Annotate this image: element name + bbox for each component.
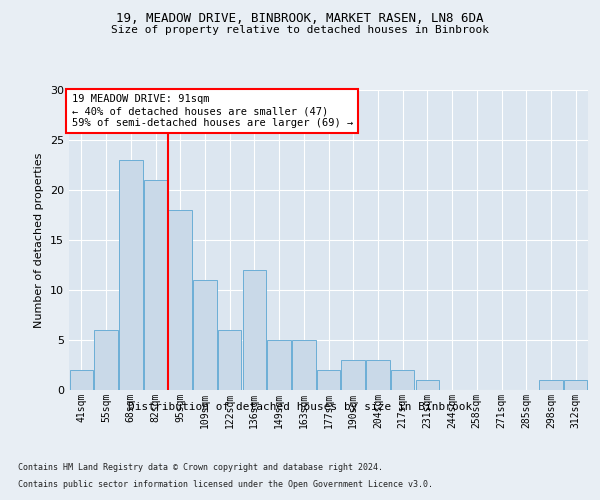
Bar (268, 340, 291, 390)
Text: 19, MEADOW DRIVE, BINBROOK, MARKET RASEN, LN8 6DA: 19, MEADOW DRIVE, BINBROOK, MARKET RASEN… (116, 12, 484, 26)
Text: Size of property relative to detached houses in Binbrook: Size of property relative to detached ho… (111, 25, 489, 35)
Bar (539, 380, 563, 390)
Bar (366, 360, 389, 390)
Bar (416, 380, 439, 390)
Bar (391, 370, 415, 390)
Bar (341, 360, 365, 390)
Bar (94, 330, 118, 390)
Bar (292, 340, 316, 390)
Text: Distribution of detached houses by size in Binbrook: Distribution of detached houses by size … (128, 402, 472, 412)
Text: 19 MEADOW DRIVE: 91sqm
← 40% of detached houses are smaller (47)
59% of semi-det: 19 MEADOW DRIVE: 91sqm ← 40% of detached… (71, 94, 353, 128)
Text: Contains public sector information licensed under the Open Government Licence v3: Contains public sector information licen… (18, 480, 433, 489)
Y-axis label: Number of detached properties: Number of detached properties (34, 152, 44, 328)
Bar (119, 160, 143, 390)
Bar (193, 280, 217, 390)
Bar (70, 370, 93, 390)
Bar (317, 370, 340, 390)
Text: Contains HM Land Registry data © Crown copyright and database right 2024.: Contains HM Land Registry data © Crown c… (18, 462, 383, 471)
Bar (144, 180, 167, 390)
Bar (218, 330, 241, 390)
Bar (169, 210, 192, 390)
Bar (242, 270, 266, 390)
Bar (564, 380, 587, 390)
